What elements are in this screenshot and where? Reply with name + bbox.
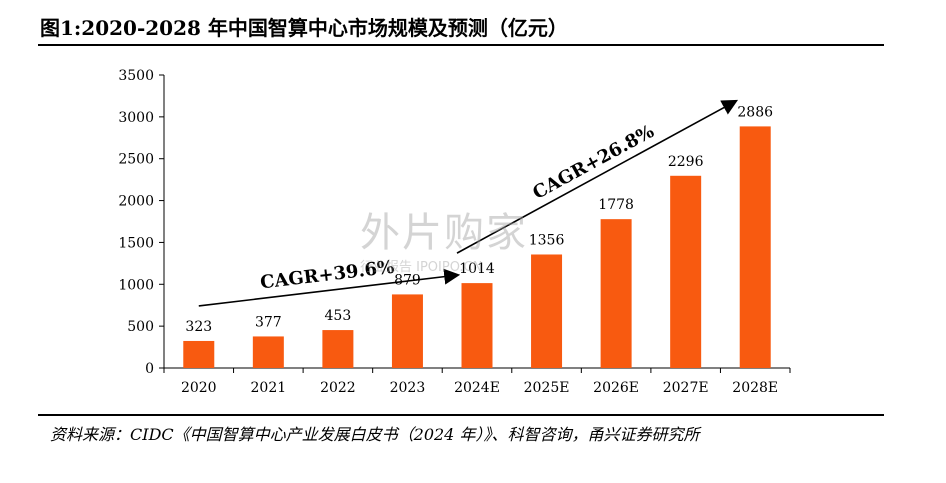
data-label: 2296: [668, 154, 704, 170]
top-rule: [38, 44, 884, 46]
y-tick-label: 0: [145, 361, 154, 377]
bar: [391, 294, 423, 368]
x-tick-label: 2025E: [524, 380, 570, 396]
bar: [183, 340, 215, 368]
y-tick-label: 500: [127, 319, 154, 335]
data-label: 1778: [598, 197, 634, 213]
bar: [252, 336, 284, 368]
y-tick-label: 3000: [118, 110, 154, 126]
data-label: 1356: [529, 232, 565, 248]
x-tick-label: 2028E: [732, 380, 778, 396]
y-tick-label: 1500: [118, 235, 154, 251]
bar: [600, 219, 632, 368]
x-tick-label: 2022: [320, 380, 356, 396]
y-tick-label: 2000: [118, 194, 154, 210]
data-label: 323: [185, 319, 212, 335]
source-note: 资料来源：CIDC《中国智算中心产业发展白皮书（2024 年）》、科智咨询，甬兴…: [50, 425, 700, 444]
y-tick-label: 3500: [118, 68, 154, 84]
cagr-arrow: [198, 268, 461, 307]
x-tick-label: 2023: [390, 380, 426, 396]
y-tick-label: 2500: [118, 152, 154, 168]
bar: [670, 175, 702, 368]
bottom-rule: [38, 414, 884, 416]
data-label: 1014: [459, 261, 495, 277]
x-tick-label: 2026E: [593, 380, 639, 396]
bar: [461, 283, 493, 368]
cagr-label: CAGR+26.8%: [529, 121, 657, 204]
y-tick-label: 1000: [118, 277, 154, 293]
x-tick-label: 2027E: [663, 380, 709, 396]
data-label: 377: [255, 314, 282, 330]
data-label: 2886: [737, 104, 773, 120]
data-label: 453: [325, 308, 352, 324]
cagr-label: CAGR+39.6%: [259, 257, 395, 294]
bar: [531, 254, 563, 368]
x-tick-label: 2024E: [454, 380, 500, 396]
cagr-arrow: [456, 99, 739, 254]
chart-title: 图1:2020-2028 年中国智算中心市场规模及预测（亿元）: [40, 16, 568, 40]
x-tick-label: 2021: [251, 380, 287, 396]
x-tick-label: 2020: [181, 380, 217, 396]
bar: [739, 126, 771, 368]
bar: [322, 330, 354, 368]
